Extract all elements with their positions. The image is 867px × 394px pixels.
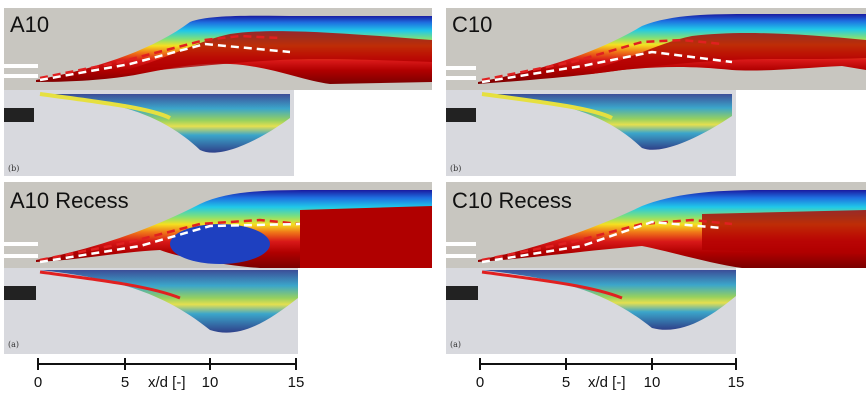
a10-recess-contour-plot <box>4 182 432 354</box>
tick-label: 0 <box>33 374 43 391</box>
panel-title: C10 Recess <box>452 188 572 213</box>
panel-title: A10 <box>10 12 50 37</box>
axis-label: x/d [-] <box>148 374 186 391</box>
tick-label: 5 <box>120 374 130 391</box>
tick-label: 10 <box>201 374 219 391</box>
photo-label: (a) <box>450 340 462 349</box>
panel-a10: A10 (b) <box>0 0 440 180</box>
photo-label: (b) <box>8 164 20 173</box>
tick-label: 0 <box>475 374 485 391</box>
panel-title: A10 Recess <box>10 188 129 213</box>
panel-title: C10 <box>452 12 493 37</box>
panel-a10-recess: A10 Recess (a) <box>0 180 440 356</box>
c10-contour-plot <box>446 8 866 176</box>
tick-label: 15 <box>727 374 745 391</box>
tick-label: 10 <box>643 374 661 391</box>
x-axis-right: 0 5 10 15 x/d [-] <box>442 354 867 394</box>
x-axis-left: 0 5 10 15 x/d [-] <box>0 354 440 394</box>
c10-recess-contour-plot <box>446 182 866 354</box>
panel-c10-recess: C10 Recess (a) <box>442 180 867 356</box>
tick-label: 5 <box>561 374 571 391</box>
panel-c10: C10 (b) <box>442 0 867 180</box>
photo-label: (b) <box>450 164 462 173</box>
tick-label: 15 <box>287 374 305 391</box>
photo-label: (a) <box>8 340 20 349</box>
a10-contour-plot <box>4 8 432 176</box>
axis-label: x/d [-] <box>588 374 626 391</box>
